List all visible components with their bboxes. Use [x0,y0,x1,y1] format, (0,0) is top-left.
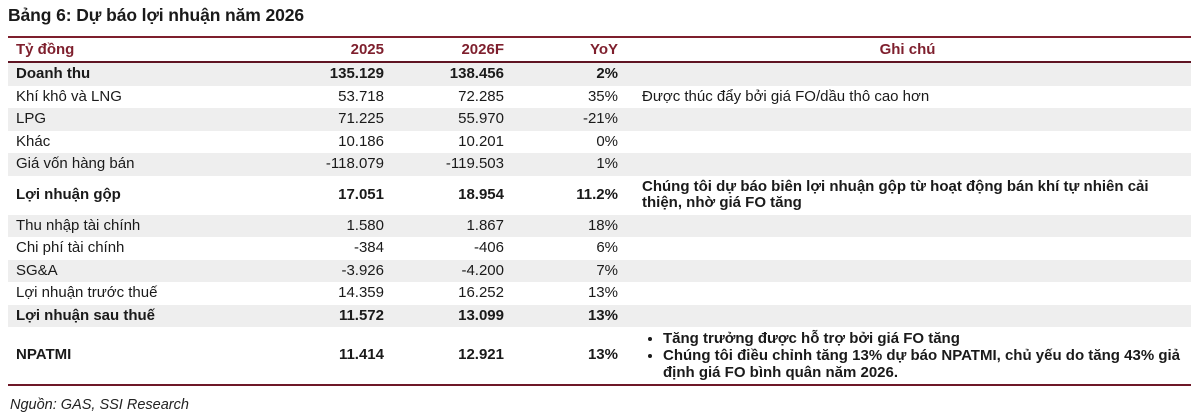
table-row-dry-gas-lng: Khí khô và LNG 53.718 72.285 35% Được th… [8,86,1191,109]
table-row-sga: SG&A -3.926 -4.200 7% [8,259,1191,283]
note-bullet-item: Tăng trưởng được hỗ trợ bởi giá FO tăng [663,330,1185,347]
note-cell [624,305,1191,328]
note-cell [624,108,1191,131]
value-2025: 14.359 [338,284,384,301]
value-yoy: 0% [596,132,618,150]
value-2026f: 1.867 [466,216,504,234]
value-2026f: -406 [473,239,504,256]
table-header: Tỷ đồng 2025 2026F YoY Ghi chú [8,36,1191,63]
note-bullet-item: Chúng tôi điều chỉnh tăng 13% dự báo NPA… [663,347,1185,381]
value-2025: 71.225 [338,110,384,127]
row-label: SG&A [16,261,58,279]
row-label: Chi phí tài chính [16,239,125,256]
note-cell [624,215,1191,238]
row-label: Doanh thu [16,65,91,82]
row-label: Khí khô và LNG [16,87,122,105]
table-row-cogs: Giá vốn hàng bán -118.079 -119.503 1% [8,153,1191,176]
value-2025: -3.926 [341,261,384,279]
page-title: Bảng 6: Dự báo lợi nhuận năm 2026 [8,5,305,25]
value-2026f: 138.456 [449,65,504,82]
value-2025: 11.572 [338,306,384,324]
column-header-2025: 2025 [260,36,390,63]
value-yoy: 1% [596,155,618,172]
source-note: Nguồn: GAS, SSI Research [10,397,189,413]
column-header-2026f: 2026F [390,36,510,63]
note-cell: Được thúc đẩy bởi giá FO/dầu thô cao hơn [642,87,930,105]
row-label: Lợi nhuận gộp [16,185,121,203]
value-2026f: 12.921 [458,346,504,364]
note-cell: Chúng tôi dự báo biên lợi nhuận gộp từ h… [642,177,1149,211]
value-yoy: 7% [596,261,618,279]
value-yoy: -21% [582,110,618,127]
value-yoy: 18% [587,216,618,234]
note-cell: Tăng trưởng được hỗ trợ bởi giá FO tăng … [624,327,1191,385]
value-yoy: 35% [587,87,618,105]
value-2026f: 13.099 [458,306,504,324]
value-2026f: 10.201 [458,132,504,150]
row-label: NPATMI [16,346,72,364]
value-2026f: 16.252 [458,284,504,301]
value-2025: 17.051 [338,185,384,203]
table-row-revenue: Doanh thu 135.129 138.456 2% [8,62,1191,86]
value-yoy: 13% [587,284,618,301]
row-label: Khác [16,132,51,150]
row-label: LPG [16,110,47,127]
value-2025: -384 [353,239,384,256]
table-row-profit-after-tax: Lợi nhuận sau thuế 11.572 13.099 13% [8,304,1191,328]
header-row: Tỷ đồng 2025 2026F YoY Ghi chú [8,36,1191,63]
table-row-financial-income: Thu nhập tài chính 1.580 1.867 18% [8,214,1191,238]
value-yoy: 13% [587,346,618,364]
value-yoy: 13% [587,306,618,324]
value-2026f: -119.503 [445,155,504,172]
value-2026f: 18.954 [458,185,504,203]
note-cell [624,62,1191,86]
value-2025: 135.129 [329,65,384,82]
column-header-notes: Ghi chú [624,36,1191,63]
value-yoy: 6% [596,239,618,256]
note-cell [624,153,1191,176]
note-bullet-list: Tăng trưởng được hỗ trợ bởi giá FO tăng … [642,330,1185,381]
table-row-financial-expense: Chi phí tài chính -384 -406 6% [8,237,1191,260]
table-row-profit-before-tax: Lợi nhuận trước thuế 14.359 16.252 13% [8,282,1191,305]
table-row-gross-profit: Lợi nhuận gộp 17.051 18.954 11.2% Chúng … [8,176,1191,215]
note-cell [624,260,1191,283]
value-2025: 53.718 [338,87,384,105]
value-2025: 11.414 [338,346,384,364]
row-label: Lợi nhuận trước thuế [16,284,158,301]
value-2026f: 55.970 [458,110,504,127]
profit-forecast-table: Tỷ đồng 2025 2026F YoY Ghi chú Doanh thu… [8,36,1191,386]
row-label: Giá vốn hàng bán [16,155,135,172]
value-2026f: -4.200 [461,261,504,279]
note-cell [624,282,1191,305]
note-cell [624,237,1191,260]
value-yoy: 2% [596,65,618,82]
value-2025: 1.580 [346,216,384,234]
column-header-unit: Tỷ đồng [8,36,260,63]
row-label: Lợi nhuận sau thuế [16,306,155,324]
note-cell [624,131,1191,154]
value-yoy: 11.2% [576,185,618,203]
table-row-npatmi: NPATMI 11.414 12.921 13% Tăng trưởng đượ… [8,327,1191,385]
value-2026f: 72.285 [458,87,504,105]
value-2025: 10.186 [338,132,384,150]
table-row-other: Khác 10.186 10.201 0% [8,131,1191,154]
column-header-yoy: YoY [510,36,624,63]
row-label: Thu nhập tài chính [16,216,141,234]
value-2025: -118.079 [325,155,384,172]
table-row-lpg: LPG 71.225 55.970 -21% [8,108,1191,131]
